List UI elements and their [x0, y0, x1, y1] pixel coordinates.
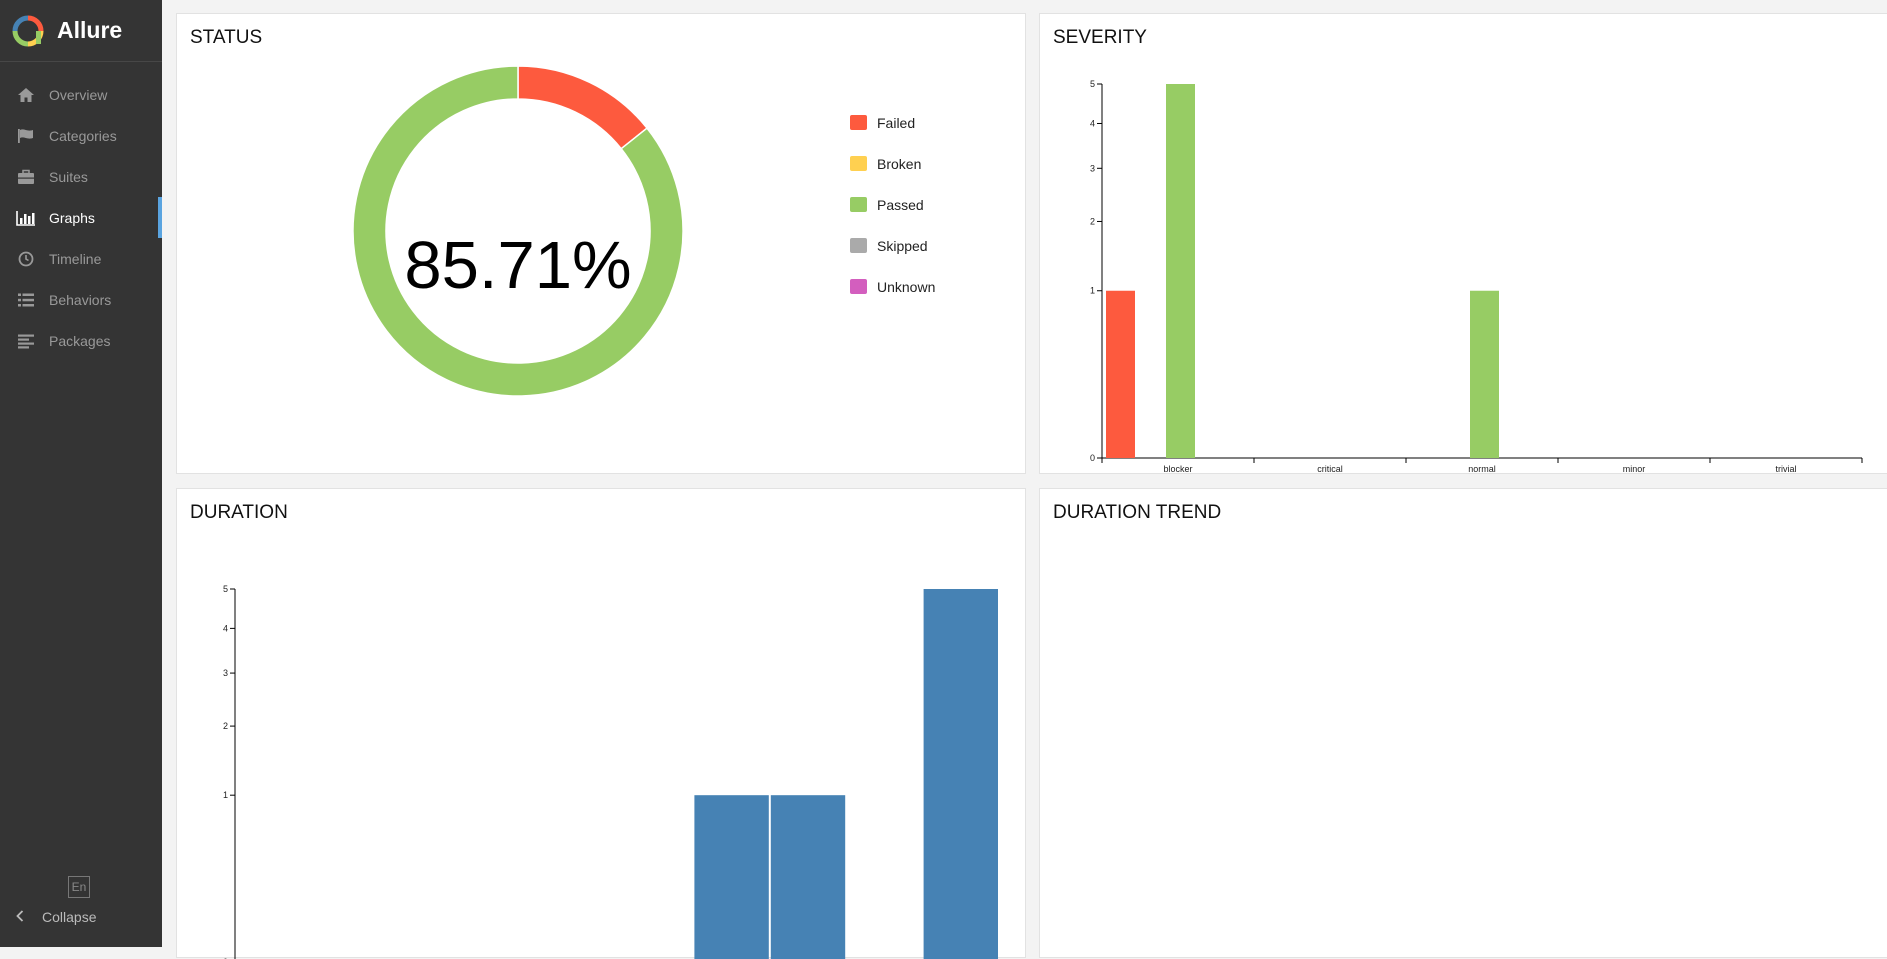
legend-label: Skipped [877, 237, 928, 254]
widget-title: SEVERITY [1053, 27, 1147, 48]
legend-item-passed[interactable]: Passed [850, 184, 935, 225]
widget-title: DURATION [190, 502, 288, 523]
sidebar-nav: Overview Categories Suites Graphs Timeli… [0, 74, 162, 361]
collapse-button[interactable]: Collapse [16, 909, 96, 925]
briefcase-icon [16, 168, 36, 186]
duration-histogram: 0123450s1s2s3s4s5s6s7s8s9s10s [223, 584, 998, 959]
duration-trend-widget: DURATION TREND [1039, 488, 1887, 958]
legend-item-unknown[interactable]: Unknown [850, 266, 935, 307]
sidebar-item-label: Timeline [49, 250, 102, 267]
sidebar-item-behaviors[interactable]: Behaviors [0, 279, 162, 320]
language-switch[interactable]: En [68, 876, 90, 898]
y-tick-label: 3 [223, 668, 228, 678]
x-tick-label: normal [1468, 464, 1496, 474]
bar-chart-icon [16, 209, 36, 227]
duration-bar[interactable] [923, 589, 998, 959]
widget-title: DURATION TREND [1053, 502, 1222, 523]
allure-logo-icon [12, 15, 44, 46]
legend-swatch [850, 238, 867, 253]
x-tick-label: critical [1317, 464, 1343, 474]
legend-label: Unknown [877, 278, 936, 295]
clock-icon [16, 250, 36, 268]
y-tick-label: 2 [1090, 216, 1095, 226]
align-left-icon [16, 332, 36, 350]
sidebar-item-suites[interactable]: Suites [0, 156, 162, 197]
sidebar-item-label: Packages [49, 332, 111, 349]
sidebar-item-label: Overview [49, 86, 108, 103]
legend-swatch [850, 279, 867, 294]
sidebar-item-packages[interactable]: Packages [0, 320, 162, 361]
y-tick-label: 3 [1090, 163, 1095, 173]
y-tick-label: 4 [223, 623, 228, 633]
status-donut-chart: 85.71% [352, 65, 684, 397]
legend-item-broken[interactable]: Broken [850, 143, 935, 184]
brand[interactable]: Allure [0, 0, 162, 62]
donut-slice-failed[interactable] [517, 65, 649, 150]
y-tick-label: 1 [223, 790, 228, 800]
sidebar-item-label: Graphs [49, 209, 95, 226]
flag-icon [16, 127, 36, 145]
chevron-left-icon [16, 909, 24, 925]
list-icon [16, 291, 36, 309]
sidebar-item-graphs[interactable]: Graphs [0, 197, 162, 238]
severity-widget: SEVERITY 0 1 2 3 4 5 blocker critical normal mino… [1039, 13, 1887, 474]
y-tick-label: 5 [223, 584, 228, 594]
y-tick-label: 4 [1090, 118, 1095, 128]
sidebar: Allure Overview Categories Suites Graphs [0, 0, 162, 947]
sidebar-item-categories[interactable]: Categories [0, 115, 162, 156]
duration-widget: DURATION 0123450s1s2s3s4s5s6s7s8s9s10s [176, 488, 1026, 959]
status-percentage: 85.71% [404, 228, 631, 303]
y-tick-label: 5 [1090, 79, 1095, 89]
legend-item-skipped[interactable]: Skipped [850, 225, 935, 266]
legend-swatch [850, 156, 867, 171]
x-tick-label: blocker [1163, 464, 1192, 474]
x-tick-label: trivial [1775, 464, 1796, 474]
status-legend: Failed Broken Passed Skipped Unknown [850, 102, 935, 307]
donut-slice-passed[interactable] [352, 65, 684, 397]
legend-item-failed[interactable]: Failed [850, 102, 935, 143]
sidebar-item-timeline[interactable]: Timeline [0, 238, 162, 279]
sidebar-item-label: Categories [49, 127, 117, 144]
widget-title: STATUS [190, 27, 263, 48]
severity-bar-blocker-failed[interactable] [1106, 290, 1135, 458]
legend-swatch [850, 197, 867, 212]
legend-label: Broken [877, 155, 922, 172]
severity-bar-chart: 0 1 2 3 4 5 blocker critical normal minor trivial [1090, 79, 1863, 474]
y-tick-label: 2 [223, 721, 228, 731]
y-tick-label: 1 [1090, 286, 1095, 296]
app-name: Allure [57, 17, 123, 43]
sidebar-item-overview[interactable]: Overview [0, 74, 162, 115]
sidebar-item-label: Behaviors [49, 291, 112, 308]
severity-bar-normal-passed[interactable] [1470, 290, 1499, 458]
sidebar-item-label: Suites [49, 168, 88, 185]
status-widget: STATUS 85.71% Failed Broken Passed Skipp… [176, 13, 1026, 474]
x-tick-label: minor [1623, 464, 1646, 474]
collapse-label: Collapse [42, 909, 97, 925]
legend-label: Passed [877, 196, 924, 213]
home-icon [16, 86, 36, 104]
legend-label: Failed [877, 114, 916, 131]
legend-swatch [850, 115, 867, 130]
duration-bar[interactable] [770, 795, 846, 959]
y-tick-label: 0 [1090, 453, 1095, 463]
severity-bar-blocker-passed[interactable] [1166, 84, 1195, 458]
duration-bar[interactable] [694, 795, 769, 959]
